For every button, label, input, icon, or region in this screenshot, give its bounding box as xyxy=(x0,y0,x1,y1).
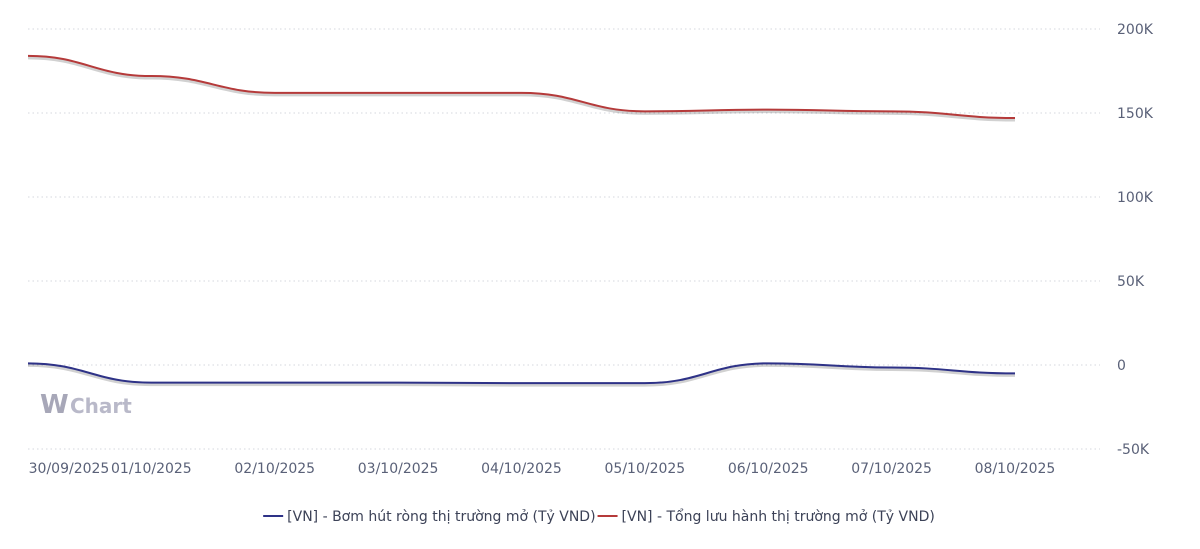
y-tick-label: -50K xyxy=(1117,442,1150,458)
data-point xyxy=(766,361,770,365)
series-line-shadow xyxy=(27,363,1016,387)
x-tick-label: 04/10/2025 xyxy=(481,461,562,477)
chart-legend: [VN] - Bơm hút ròng thị trường mở (Tỷ VN… xyxy=(263,508,935,525)
x-tick-label: 05/10/2025 xyxy=(605,461,686,477)
x-tick-label: 08/10/2025 xyxy=(975,461,1056,477)
data-point xyxy=(149,381,153,385)
data-point xyxy=(1013,371,1017,375)
watermark-logo-text: Chart xyxy=(70,394,132,418)
data-point xyxy=(26,54,30,58)
y-tick-label: 200K xyxy=(1117,22,1154,38)
x-tick-label: 06/10/2025 xyxy=(728,461,809,477)
x-tick-label: 03/10/2025 xyxy=(358,461,439,477)
data-point xyxy=(149,74,153,78)
wichart-watermark: W Chart xyxy=(40,390,132,420)
legend-item[interactable]: [VN] - Tổng lưu hành thị trường mở (Tỷ V… xyxy=(597,508,935,525)
series-lines xyxy=(26,54,1017,387)
y-tick-label: 0 xyxy=(1117,358,1126,374)
data-point xyxy=(273,381,277,385)
legend-label: [VN] - Bơm hút ròng thị trường mở (Tỷ VN… xyxy=(287,509,595,525)
x-tick-label: 02/10/2025 xyxy=(234,461,315,477)
data-point xyxy=(643,109,647,113)
series-line xyxy=(27,362,1016,385)
data-point xyxy=(890,366,894,370)
data-point xyxy=(396,91,400,95)
data-point xyxy=(890,109,894,113)
x-tick-label: 01/10/2025 xyxy=(111,461,192,477)
legend-label: [VN] - Tổng lưu hành thị trường mở (Tỷ V… xyxy=(622,508,935,525)
series-line-shadow xyxy=(27,56,1016,122)
legend-item[interactable]: [VN] - Bơm hút ròng thị trường mở (Tỷ VN… xyxy=(263,509,596,525)
x-tick-label: 30/09/2025 xyxy=(29,461,110,477)
y-axis-ticks: -50K 0 50K 100K 150K 200K xyxy=(1117,22,1154,458)
grid-lines xyxy=(28,28,1100,450)
data-point xyxy=(396,381,400,385)
data-point xyxy=(520,381,524,385)
series-line xyxy=(27,54,1016,120)
data-point xyxy=(273,91,277,95)
data-point xyxy=(26,361,30,365)
y-tick-label: 150K xyxy=(1117,106,1154,122)
watermark-logo-w: W xyxy=(40,390,69,420)
data-point xyxy=(1013,116,1017,120)
data-point xyxy=(643,381,647,385)
series-1 xyxy=(26,361,1017,387)
data-point xyxy=(520,91,524,95)
y-tick-label: 100K xyxy=(1117,190,1154,206)
x-tick-label: 07/10/2025 xyxy=(851,461,932,477)
y-tick-label: 50K xyxy=(1117,274,1145,290)
x-axis-ticks: 30/09/2025 01/10/2025 02/10/2025 03/10/2025… xyxy=(29,461,1056,477)
data-point xyxy=(766,108,770,112)
series-2 xyxy=(26,54,1017,122)
